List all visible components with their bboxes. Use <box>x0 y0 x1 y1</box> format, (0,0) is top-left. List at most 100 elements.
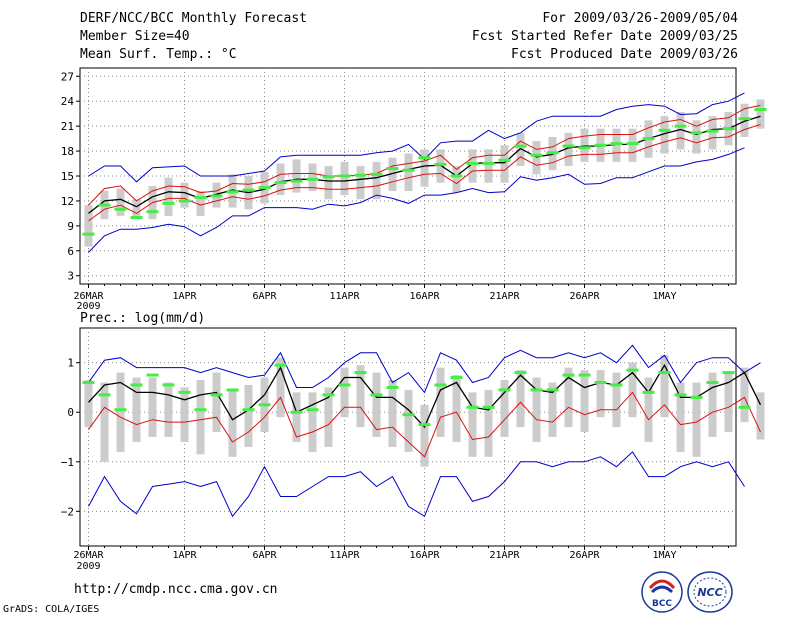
temp-spread-box <box>532 141 541 175</box>
temp-spread-box <box>708 116 717 150</box>
ncc-logo-icon: NCC <box>687 571 733 613</box>
prec-ytick-label: −1 <box>61 456 74 469</box>
prec-spread-box <box>564 367 573 428</box>
temp-spread-box <box>436 149 445 183</box>
prec-year-label: 2009 <box>76 561 100 572</box>
temp-spread-box <box>84 205 93 247</box>
prec-xtick-label: 26MAR <box>73 550 104 561</box>
prec-spread-box <box>756 392 765 440</box>
temp-lower-spread-line <box>88 124 761 222</box>
temp-spread-box <box>692 120 701 154</box>
temp-ytick-label: 9 <box>67 220 74 233</box>
temp-spread-box <box>164 177 173 216</box>
prec-ytick-label: 1 <box>67 357 74 370</box>
variable-label: Mean Surf. Temp.: °C <box>80 47 237 62</box>
forecast-start-date: Fcst Started Refer Date 2009/03/25 <box>471 29 738 44</box>
temp-xtick-label: 16APR <box>409 291 440 302</box>
prec-spread-box <box>452 375 461 442</box>
prec-spread-box <box>500 380 509 437</box>
temp-spread-box <box>340 161 349 196</box>
temp-spread-box <box>372 161 381 200</box>
temp-spread-box <box>388 157 397 191</box>
temp-spread-box <box>676 112 685 150</box>
temp-xtick-label: 26APR <box>569 291 600 302</box>
prec-spread-box <box>388 380 397 447</box>
member-size-label: Member Size=40 <box>80 29 190 44</box>
temp-spread-box <box>356 166 365 200</box>
prec-spread-box <box>148 377 157 437</box>
temp-year-label: 2009 <box>76 301 100 312</box>
prec-spread-box <box>484 389 493 457</box>
temp-spread-box <box>324 166 333 200</box>
prec-ytick-label: 0 <box>67 406 74 419</box>
prec-spread-box <box>244 384 253 447</box>
prec-spread-box <box>164 382 173 437</box>
temp-spread-box <box>628 128 637 162</box>
prec-spread-box <box>404 389 413 452</box>
prec-spread-box <box>196 380 205 455</box>
chart-title: DERF/NCC/BCC Monthly Forecast <box>80 11 307 26</box>
temp-spread-box <box>452 166 461 193</box>
temp-ytick-label: 27 <box>61 70 74 83</box>
prec-ytick-label: −2 <box>61 505 74 518</box>
prec-xtick-label: 16APR <box>409 550 440 561</box>
prec-spread-box <box>372 372 381 437</box>
temp-spread-box <box>740 103 749 137</box>
prec-xtick-label: 11APR <box>329 550 360 561</box>
source-url[interactable]: http://cmdp.ncc.cma.gov.cn <box>74 582 278 597</box>
prec-spread-box <box>420 404 429 467</box>
temp-ytick-label: 6 <box>67 245 74 258</box>
temp-ytick-label: 24 <box>61 95 75 108</box>
prec-spread-box <box>276 357 285 418</box>
prec-spread-box <box>468 392 477 457</box>
prec-spread-box <box>740 367 749 423</box>
temp-spread-box <box>116 188 125 216</box>
temp-spread-box <box>580 128 589 162</box>
prec-xtick-label: 6APR <box>252 550 277 561</box>
prec-spread-box <box>628 362 637 418</box>
prec-spread-box <box>180 387 189 442</box>
temp-spread-box <box>756 99 765 129</box>
prec-spread-box <box>692 382 701 457</box>
temp-xtick-label: 26MAR <box>73 291 104 302</box>
temp-ensemble-min-line <box>88 147 745 253</box>
temp-spread-box <box>276 163 285 196</box>
temp-spread-box <box>484 149 493 183</box>
temp-spread-box <box>420 149 429 187</box>
prec-spread-box <box>436 367 445 437</box>
temp-ytick-label: 21 <box>61 120 74 133</box>
prec-spread-box <box>100 382 109 462</box>
prec-spread-box <box>676 382 685 452</box>
prec-xtick-label: 26APR <box>569 550 600 561</box>
prec-panel-title: Prec.: log(mm/d) <box>80 311 205 326</box>
bcc-logo-text: BCC <box>652 599 672 609</box>
prec-spread-box <box>660 355 669 418</box>
prec-spread-box <box>228 389 237 457</box>
temp-xtick-label: 1APR <box>172 291 197 302</box>
temp-spread-box <box>564 132 573 167</box>
prec-spread-box <box>516 370 525 428</box>
prec-spread-box <box>340 367 349 418</box>
prec-ensemble-min-line <box>88 451 745 518</box>
temp-xtick-label: 6APR <box>252 291 277 302</box>
prec-xtick-label: 21APR <box>489 550 520 561</box>
temp-ytick-label: 15 <box>61 170 74 183</box>
temp-panel: 3 6 9 12 15 18 21 24 27 26MAR 1APR 6APR 11APR 16APR 21… <box>61 67 767 312</box>
temp-spread-box <box>468 149 477 183</box>
prec-xtick-label: 1MAY <box>652 550 676 561</box>
temp-spread-box <box>292 159 301 193</box>
prec-panel: 1 0 −1 −2 26MAR 1APR 6APR 11APR 16APR 21APR 26APR 1… <box>61 311 765 572</box>
temp-spread-box <box>660 116 669 154</box>
prec-ensemble-max-line <box>88 344 761 394</box>
prec-spread-box <box>132 377 141 442</box>
temp-spread-box <box>132 199 141 220</box>
prec-xtick-label: 1APR <box>172 550 197 561</box>
prec-spread-box <box>532 377 541 442</box>
temp-spread-box <box>196 190 205 216</box>
temp-spread-box <box>612 128 621 162</box>
temp-ytick-label: 18 <box>61 145 74 158</box>
prec-spread-box <box>612 372 621 428</box>
prec-spread-box <box>324 387 333 447</box>
forecast-produced-date: Fcst Produced Date 2009/03/26 <box>511 47 738 62</box>
